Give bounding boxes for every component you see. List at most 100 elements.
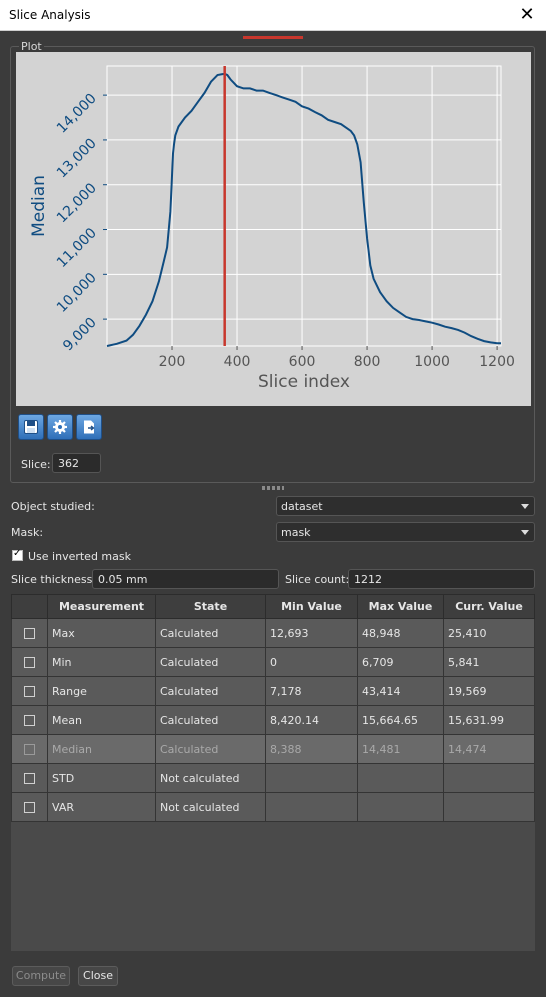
object-studied-select[interactable]: dataset [276,496,535,516]
y-tick-label: 13,000 [54,135,100,181]
export-plot-button[interactable] [76,414,102,440]
slice-count-label: Slice count: [285,573,350,586]
row-checkbox[interactable] [24,773,35,784]
row-checkbox[interactable] [24,802,35,813]
plot-group-label: Plot [19,40,44,53]
mask-select[interactable]: mask [276,522,535,542]
min-value [265,792,358,822]
curr-value: 25,410 [443,618,535,648]
measurement-state: Not calculated [155,792,266,822]
measurement-name: Mean [47,705,156,735]
x-axis-label: Slice index [258,372,350,392]
curr-value [443,792,535,822]
table-header-row: Measurement State Min Value Max Value Cu… [11,594,535,619]
min-value: 7,178 [265,676,358,706]
plot-settings-button[interactable] [47,414,73,440]
export-icon [84,420,95,434]
max-value: 48,948 [357,618,444,648]
median-series-line [106,72,501,347]
measurement-state: Calculated [155,647,266,677]
row-checkbox[interactable] [24,715,35,726]
table-row[interactable]: Median Calculated 8,388 14,481 14,474 [11,734,535,764]
min-value [265,763,358,793]
measurement-name: VAR [47,792,156,822]
object-studied-value: dataset [281,500,323,513]
x-tick-label: 400 [224,354,251,370]
save-icon [24,420,38,434]
measurement-state: Calculated [155,705,266,735]
measurement-state: Not calculated [155,763,266,793]
x-tick-label: 1000 [414,354,450,370]
measurements-table: Measurement State Min Value Max Value Cu… [11,594,535,822]
row-checkbox[interactable] [24,744,35,755]
min-value: 8,420.14 [265,705,358,735]
max-value: 15,664.65 [357,705,444,735]
inverted-mask-checkbox[interactable] [12,548,23,561]
median-chart[interactable]: 200 400 600 800 1000 1200 9,00010,00011,00012,… [16,52,531,406]
max-value [357,792,444,822]
table-row[interactable]: Min Calculated 0 6,709 5,841 [11,647,535,677]
row-checkbox[interactable] [24,628,35,639]
measurement-name: Median [47,734,156,764]
y-tick-label: 9,000 [60,315,100,355]
mask-label: Mask: [11,526,44,539]
measurement-state: Calculated [155,618,266,648]
inverted-mask-label: Use inverted mask [28,550,131,563]
window-title: Slice Analysis [9,8,91,22]
row-checkbox[interactable] [24,686,35,697]
plot-frame [106,65,502,347]
header-state[interactable]: State [155,594,266,619]
close-button[interactable]: Close [78,966,118,986]
curr-value: 14,474 [443,734,535,764]
slice-thickness-field[interactable]: 0.05 mm [92,569,279,589]
plot-canvas[interactable]: 200 400 600 800 1000 1200 9,000 10,000 11,000 12,… [16,52,531,406]
min-value: 8,388 [265,734,358,764]
max-value: 43,414 [357,676,444,706]
curr-value: 5,841 [443,647,535,677]
curr-value [443,763,535,793]
close-icon[interactable]: ✕ [519,4,535,25]
header-curr-value[interactable]: Curr. Value [443,594,535,619]
slice-input[interactable]: 362 [52,453,101,473]
gear-icon [53,420,67,434]
max-value [357,763,444,793]
row-checkbox[interactable] [24,657,35,668]
slice-label: Slice: [21,458,51,471]
curr-value: 15,631.99 [443,705,535,735]
header-check[interactable] [11,594,48,619]
measurement-state: Calculated [155,734,266,764]
table-row[interactable]: STD Not calculated [11,763,535,793]
y-tick-label: 12,000 [54,180,100,226]
measurement-name: Max [47,618,156,648]
min-value: 12,693 [265,618,358,648]
min-value: 0 [265,647,358,677]
measurement-state: Calculated [155,676,266,706]
object-studied-label: Object studied: [11,500,95,513]
save-plot-button[interactable] [18,414,44,440]
curr-value: 19,569 [443,676,535,706]
measurement-name: Range [47,676,156,706]
plot-group: Plot [10,40,535,483]
slice-thickness-label: Slice thickness: [11,573,97,586]
table-row[interactable]: VAR Not calculated [11,792,535,822]
compute-button[interactable]: Compute [12,966,70,986]
table-row[interactable]: Range Calculated 7,178 43,414 19,569 [11,676,535,706]
mask-value: mask [281,526,311,539]
header-measurement[interactable]: Measurement [47,594,156,619]
y-axis-label: Median [29,175,49,237]
accent-bar [243,36,303,39]
max-value: 6,709 [357,647,444,677]
splitter-handle[interactable] [262,486,284,490]
max-value: 14,481 [357,734,444,764]
header-min-value[interactable]: Min Value [265,594,358,619]
chevron-down-icon [521,530,529,535]
table-row[interactable]: Max Calculated 12,693 48,948 25,410 [11,618,535,648]
measurements-table-area: Measurement State Min Value Max Value Cu… [11,594,535,951]
table-row[interactable]: Mean Calculated 8,420.14 15,664.65 15,63… [11,705,535,735]
title-bar: Slice Analysis ✕ [0,0,546,31]
y-tick-label: 11,000 [54,225,100,271]
header-max-value[interactable]: Max Value [357,594,444,619]
y-tick-label: 14,000 [54,91,100,137]
measurement-name: STD [47,763,156,793]
slice-count-field[interactable]: 1212 [348,569,535,589]
